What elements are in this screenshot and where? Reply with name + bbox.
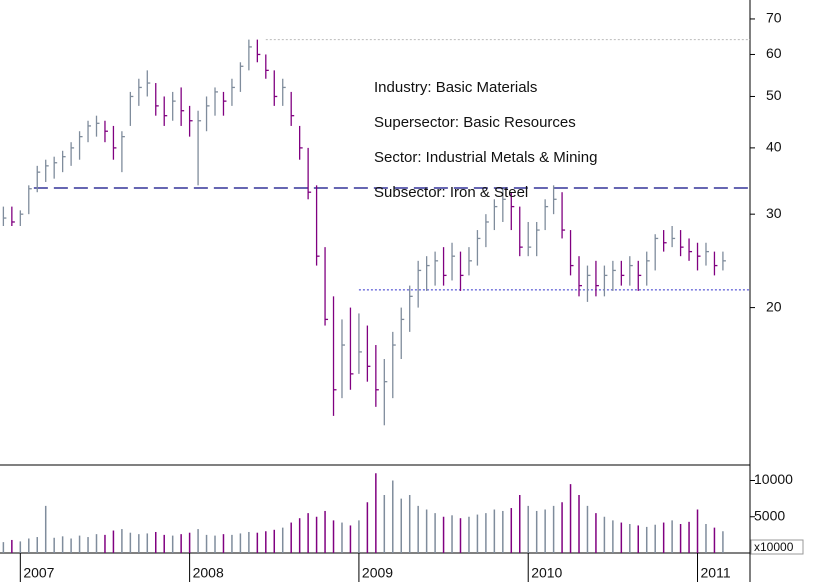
volume-tick-label: 10000 [754,471,793,487]
annotations: Industry: Basic Materials Supersector: Ba… [374,79,597,201]
y-tick-label: 50 [766,87,782,103]
x-tick-label: 2007 [23,565,54,581]
x-tick-label: 2008 [193,565,224,581]
x-tick-label: 2010 [531,565,562,581]
volume-tick-label: 5000 [754,507,785,523]
y-tick-label: 40 [766,139,782,155]
y-tick-label: 70 [766,10,782,26]
y-tick-label: 30 [766,205,782,221]
annotation: Supersector: Basic Resources [374,114,576,131]
annotation: Industry: Basic Materials [374,79,537,96]
annotation: Sector: Industrial Metals & Mining [374,149,597,166]
y-tick-label: 20 [766,298,782,314]
annotation: Subsector: Iron & Steel [374,184,528,201]
volume-unit-box [750,539,804,555]
x-tick-label: 2011 [701,565,731,581]
volume-unit: x10000 [754,540,794,554]
y-tick-label: 60 [766,45,782,61]
x-tick-label: 2009 [362,565,393,581]
